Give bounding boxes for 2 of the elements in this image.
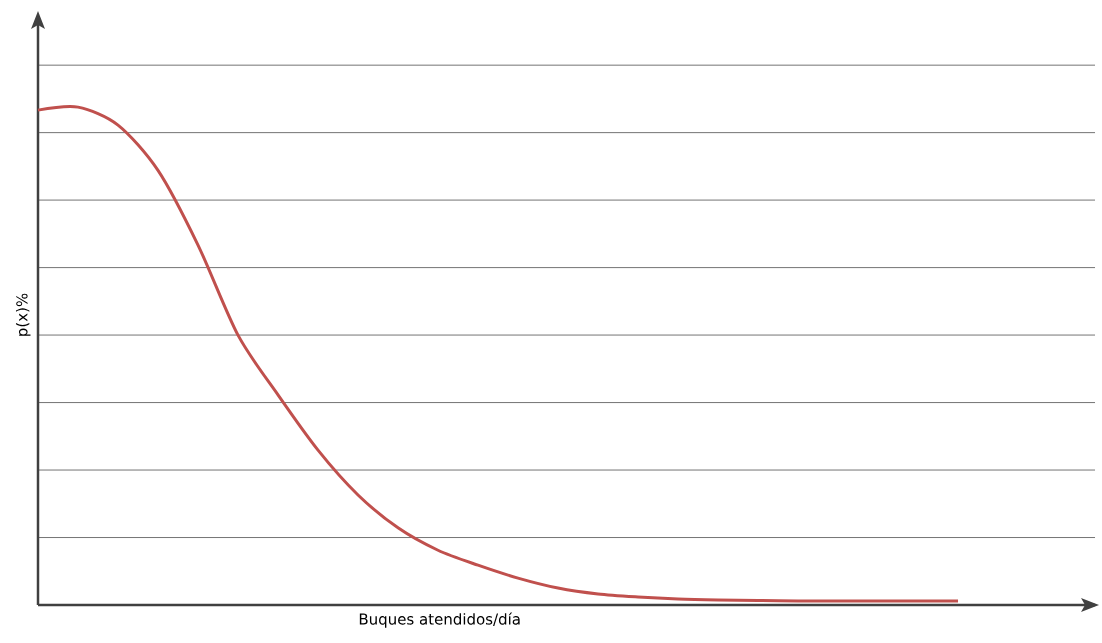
x-axis-title: Buques atendidos/día (359, 612, 520, 628)
y-axis-title: p(x)% (15, 293, 31, 336)
